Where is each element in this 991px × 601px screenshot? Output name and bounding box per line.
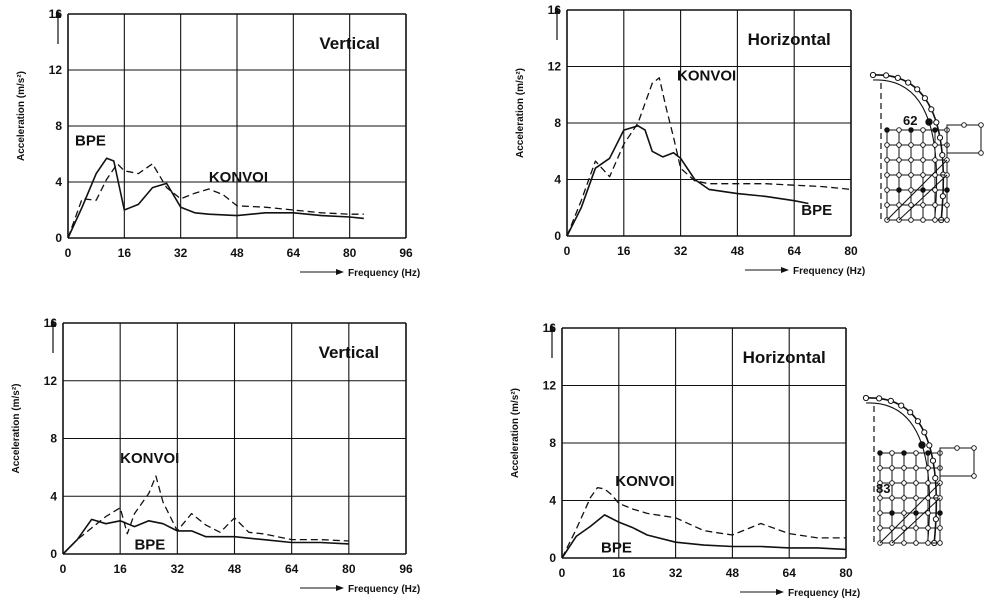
y-axis-arrowhead xyxy=(549,324,555,332)
series-line-bpe xyxy=(566,125,809,237)
node-label: 62 xyxy=(903,113,917,128)
y-tick-label: 8 xyxy=(554,116,561,130)
structure-sketch: 83 xyxy=(862,394,977,547)
x-axis-arrowhead xyxy=(336,269,344,275)
curve-label: BPE xyxy=(601,539,632,556)
y-tick-label: 0 xyxy=(55,231,62,245)
y-axis-arrowhead xyxy=(50,319,56,327)
curve-label: KONVOI xyxy=(615,473,674,490)
y-tick-label: 8 xyxy=(55,119,62,133)
x-axis-arrowhead xyxy=(776,589,784,595)
x-axis-arrowhead xyxy=(781,267,789,273)
panel-title: Vertical xyxy=(319,34,380,53)
y-axis-label: Acceleration (m/s²) xyxy=(16,71,27,161)
x-tick-label: 64 xyxy=(783,566,797,580)
y-axis-label: Acceleration (m/s²) xyxy=(515,68,526,158)
structure-sketch: 62 xyxy=(869,71,984,224)
x-axis-arrowhead xyxy=(336,585,344,591)
node-label: 83 xyxy=(876,481,890,496)
series-line-konvoi xyxy=(561,486,846,559)
y-tick-label: 12 xyxy=(548,60,562,74)
x-tick-label: 96 xyxy=(399,562,413,576)
x-tick-label: 64 xyxy=(788,244,802,258)
x-axis-label: Frequency (Hz) xyxy=(348,584,420,595)
y-tick-label: 16 xyxy=(49,7,63,21)
x-tick-label: 32 xyxy=(174,246,188,260)
y-tick-label: 0 xyxy=(554,229,561,243)
y-tick-label: 0 xyxy=(50,547,57,561)
curve-label: BPE xyxy=(75,133,106,150)
x-tick-label: 32 xyxy=(674,244,688,258)
x-tick-label: 16 xyxy=(617,244,631,258)
curve-label: KONVOI xyxy=(120,450,179,467)
y-axis-label: Acceleration (m/s²) xyxy=(11,383,22,473)
y-axis-label: Acceleration (m/s²) xyxy=(510,388,521,478)
y-tick-label: 16 xyxy=(44,316,58,330)
x-tick-label: 16 xyxy=(118,246,132,260)
series-line-bpe xyxy=(561,514,847,559)
panel-title: Horizontal xyxy=(748,30,831,49)
x-tick-label: 16 xyxy=(113,562,127,576)
x-tick-label: 48 xyxy=(228,562,242,576)
x-tick-label: 64 xyxy=(287,246,301,260)
curve-label: KONVOI xyxy=(677,68,736,85)
x-tick-label: 80 xyxy=(343,246,357,260)
y-tick-label: 8 xyxy=(549,436,556,450)
y-tick-label: 12 xyxy=(49,63,63,77)
x-axis-label: Frequency (Hz) xyxy=(348,268,420,279)
x-axis-label: Frequency (Hz) xyxy=(788,588,860,599)
x-tick-label: 48 xyxy=(731,244,745,258)
x-tick-label: 64 xyxy=(285,562,299,576)
series-line-konvoi xyxy=(566,77,852,237)
y-tick-label: 4 xyxy=(549,494,556,508)
x-tick-label: 48 xyxy=(230,246,244,260)
series-line-konvoi xyxy=(62,475,349,555)
x-tick-label: 32 xyxy=(669,566,683,580)
x-tick-label: 16 xyxy=(612,566,626,580)
x-tick-label: 0 xyxy=(564,244,571,258)
y-axis-arrowhead xyxy=(55,10,61,18)
y-tick-label: 12 xyxy=(543,379,557,393)
panel-title: Horizontal xyxy=(743,348,826,367)
x-tick-label: 80 xyxy=(839,566,853,580)
y-tick-label: 4 xyxy=(50,489,57,503)
y-tick-label: 16 xyxy=(548,3,562,17)
x-tick-label: 0 xyxy=(65,246,72,260)
y-tick-label: 4 xyxy=(554,173,561,187)
y-tick-label: 16 xyxy=(543,321,557,335)
series-line-bpe xyxy=(67,157,364,239)
y-tick-label: 0 xyxy=(549,551,556,565)
x-tick-label: 96 xyxy=(399,246,413,260)
x-tick-label: 80 xyxy=(844,244,858,258)
x-axis-label: Frequency (Hz) xyxy=(793,266,865,277)
x-tick-label: 48 xyxy=(726,566,740,580)
panel-title: Vertical xyxy=(319,343,380,362)
curve-label: KONVOI xyxy=(209,169,268,186)
curve-label: BPE xyxy=(801,202,832,219)
curve-label: BPE xyxy=(134,537,165,554)
y-tick-label: 4 xyxy=(55,175,62,189)
y-tick-label: 8 xyxy=(50,432,57,446)
x-tick-label: 0 xyxy=(559,566,566,580)
x-tick-label: 0 xyxy=(60,562,67,576)
x-tick-label: 32 xyxy=(171,562,185,576)
x-tick-label: 80 xyxy=(342,562,356,576)
y-tick-label: 12 xyxy=(44,374,58,388)
y-axis-arrowhead xyxy=(554,6,560,14)
series-line-konvoi xyxy=(67,163,364,239)
